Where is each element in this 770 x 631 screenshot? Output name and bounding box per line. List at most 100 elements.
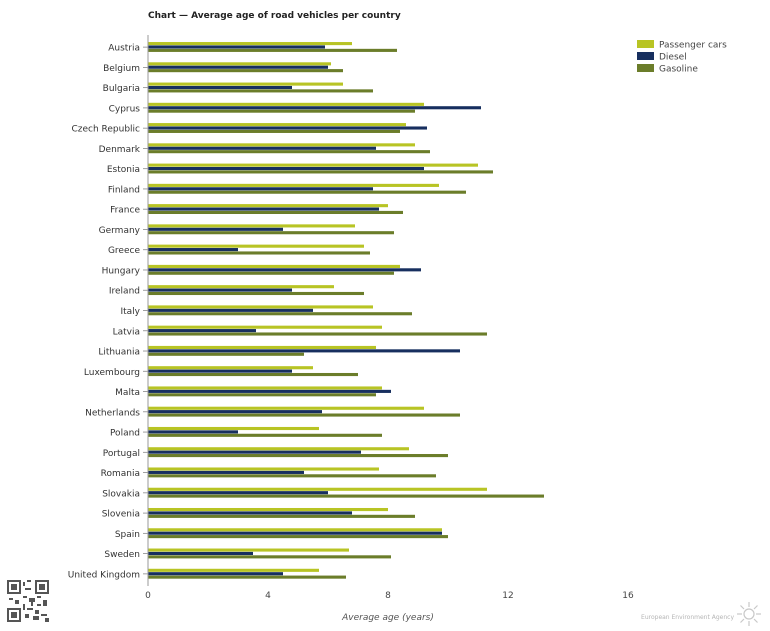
eea-logo-icon bbox=[737, 602, 761, 626]
bar bbox=[148, 406, 424, 410]
legend-swatch bbox=[637, 64, 654, 72]
category-label: Czech Republic bbox=[71, 125, 140, 135]
bar bbox=[148, 369, 292, 373]
bar bbox=[148, 45, 325, 49]
legend: Passenger cars Diesel Gasoline bbox=[637, 40, 727, 75]
category-label: Poland bbox=[110, 429, 140, 439]
bar bbox=[148, 183, 439, 187]
legend-label: Diesel bbox=[659, 53, 687, 63]
bar bbox=[148, 575, 346, 579]
qr-code-icon bbox=[7, 580, 49, 622]
x-tick-label: 8 bbox=[385, 591, 391, 601]
bar bbox=[148, 85, 292, 90]
bar bbox=[148, 146, 376, 150]
bar bbox=[148, 393, 376, 397]
category-label: Lithuania bbox=[98, 348, 140, 358]
bar bbox=[148, 572, 283, 576]
bar bbox=[148, 535, 448, 539]
category-label: Bulgaria bbox=[103, 84, 140, 94]
bar bbox=[148, 166, 424, 171]
bar bbox=[148, 285, 334, 289]
x-axis: 0 4 8 12 16 bbox=[145, 591, 634, 601]
category-label: Netherlands bbox=[85, 408, 140, 418]
bar bbox=[148, 129, 400, 133]
bar bbox=[148, 109, 415, 113]
bar bbox=[148, 69, 343, 73]
category-label: Ireland bbox=[109, 287, 140, 297]
bar bbox=[148, 82, 343, 86]
bar bbox=[148, 410, 322, 414]
legend-swatch bbox=[637, 40, 654, 48]
category-label: Malta bbox=[115, 388, 140, 398]
bar bbox=[148, 494, 544, 498]
x-tick-label: 4 bbox=[265, 591, 271, 601]
bar bbox=[148, 372, 358, 377]
legend-swatch bbox=[637, 52, 654, 60]
category-label: Slovenia bbox=[102, 510, 140, 520]
bar bbox=[148, 123, 406, 127]
source-credit: European Environment Agency bbox=[641, 614, 734, 621]
bar bbox=[148, 102, 424, 106]
category-label: Romania bbox=[101, 469, 140, 479]
bar bbox=[148, 332, 487, 336]
x-axis-label: Average age (years) bbox=[341, 613, 434, 623]
bar bbox=[148, 42, 352, 46]
bar bbox=[148, 491, 328, 495]
bar bbox=[148, 555, 391, 559]
bar bbox=[148, 345, 376, 350]
category-label: Belgium bbox=[103, 64, 140, 74]
x-tick-label: 12 bbox=[502, 591, 513, 601]
bar bbox=[148, 308, 313, 312]
bar bbox=[148, 170, 493, 174]
bar bbox=[148, 48, 397, 52]
bar bbox=[148, 447, 409, 451]
bar bbox=[148, 187, 373, 191]
category-label: Austria bbox=[108, 44, 140, 54]
bar bbox=[148, 349, 460, 353]
category-label: Greece bbox=[108, 246, 140, 256]
category-label: Denmark bbox=[99, 145, 141, 155]
bar bbox=[148, 413, 460, 417]
bar bbox=[148, 366, 313, 370]
bar bbox=[148, 450, 361, 454]
bar bbox=[148, 227, 283, 231]
category-label: United Kingdom bbox=[68, 570, 140, 580]
bar bbox=[148, 207, 379, 211]
bar bbox=[148, 163, 478, 167]
bar bbox=[148, 329, 256, 333]
bar bbox=[148, 312, 412, 316]
bar bbox=[148, 231, 394, 235]
bar bbox=[148, 248, 238, 252]
bar bbox=[148, 288, 292, 292]
category-label: Sweden bbox=[104, 550, 140, 560]
x-tick-label: 0 bbox=[145, 591, 151, 601]
bar bbox=[148, 264, 400, 268]
bar bbox=[148, 426, 319, 431]
bar bbox=[148, 224, 355, 228]
bar bbox=[148, 528, 442, 532]
category-label: France bbox=[110, 206, 140, 216]
bar bbox=[148, 568, 319, 572]
legend-label: Gasoline bbox=[659, 65, 698, 75]
bar bbox=[148, 531, 442, 535]
chart-title: Chart — Average age of road vehicles per… bbox=[148, 11, 401, 21]
category-label: Germany bbox=[99, 226, 141, 236]
bar bbox=[148, 150, 430, 154]
bar bbox=[148, 204, 388, 208]
category-label: Estonia bbox=[107, 165, 140, 175]
bar bbox=[148, 126, 427, 130]
bar bbox=[148, 474, 436, 478]
bar bbox=[148, 62, 331, 66]
category-label: Cyprus bbox=[109, 104, 141, 114]
category-label: Italy bbox=[120, 307, 140, 317]
bar bbox=[148, 487, 487, 491]
category-label: Spain bbox=[115, 530, 140, 540]
bar bbox=[148, 511, 352, 515]
bar bbox=[148, 271, 394, 275]
bar bbox=[148, 106, 481, 110]
bar bbox=[148, 291, 364, 296]
category-labels: Austria Belgium Bulgaria Cyprus Czech Republ… bbox=[68, 35, 149, 586]
bar bbox=[148, 251, 370, 255]
bar bbox=[148, 470, 304, 474]
